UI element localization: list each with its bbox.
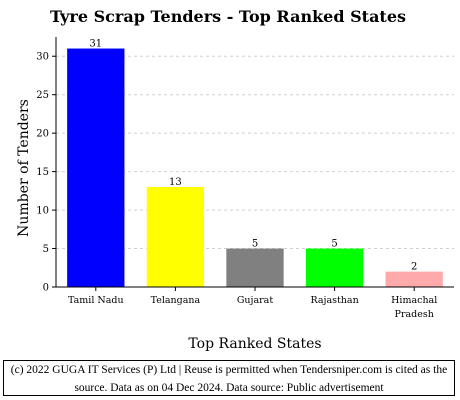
bar-value-label: 13 (169, 177, 182, 188)
y-tick-label: 15 (36, 167, 49, 178)
bar (67, 48, 125, 288)
chart-title: Tyre Scrap Tenders - Top Ranked States (50, 7, 406, 26)
x-tick-label: Gujarat (237, 295, 274, 306)
y-tick-label: 10 (36, 206, 49, 217)
x-tick-label: Tamil Nadu (68, 295, 124, 306)
bar (226, 248, 284, 287)
bar-value-label: 5 (331, 239, 337, 250)
y-tick-label: 30 (36, 52, 49, 63)
bar-value-label: 31 (89, 39, 102, 50)
bar-value-label: 2 (411, 262, 417, 273)
x-tick-label: Rajasthan (310, 295, 358, 306)
bar (305, 248, 364, 287)
y-tick-label: 5 (43, 244, 49, 255)
x-tick-label: Telangana (151, 295, 201, 306)
bars: 31 13 5 5 2 (67, 39, 443, 288)
x-tick-label: Himachal Pradesh (391, 295, 437, 320)
y-axis-label: Number of Tenders (16, 99, 32, 237)
y-tick-label: 20 (36, 129, 49, 140)
bar (146, 187, 205, 287)
bar-value-label: 5 (252, 239, 258, 250)
y-tick-label: 0 (43, 283, 49, 294)
bar-chart: Tyre Scrap Tenders - Top Ranked States 3… (16, 7, 454, 352)
x-axis-label: Top Ranked States (188, 336, 321, 352)
copyright-footer: (c) 2022 GUGA IT Services (P) Ltd | Reus… (3, 360, 455, 396)
bar (385, 271, 443, 287)
y-tick-label: 25 (36, 90, 49, 101)
